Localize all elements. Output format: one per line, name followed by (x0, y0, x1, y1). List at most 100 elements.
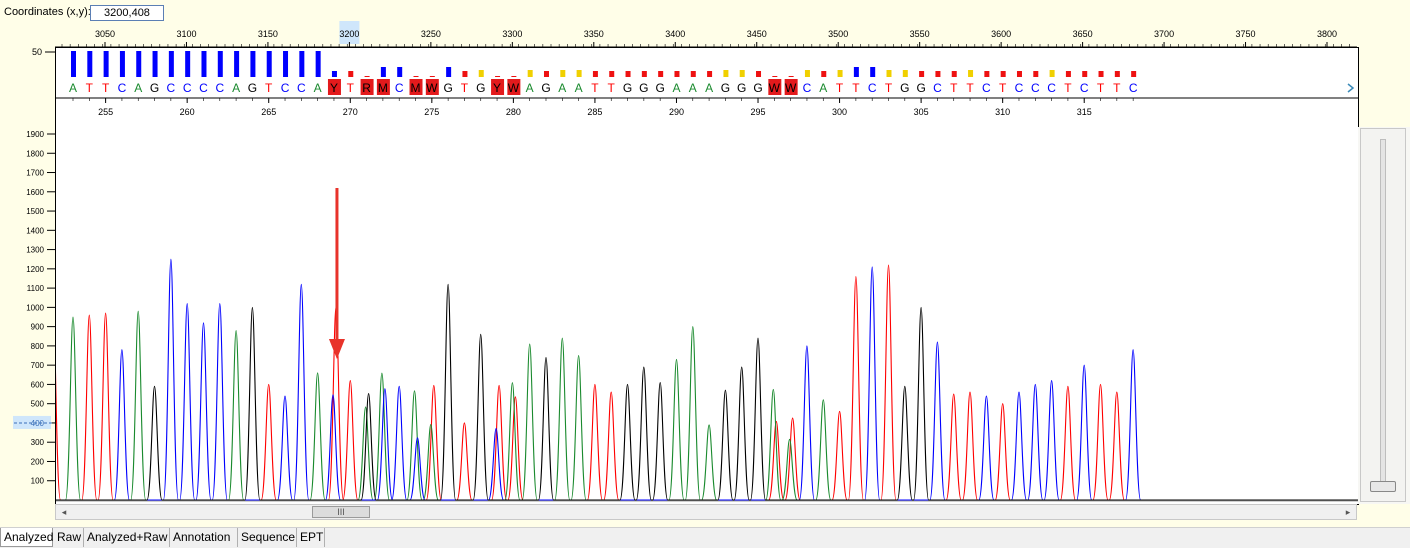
tab-annotation[interactable]: Annotation (170, 528, 238, 547)
base-number-label: 290 (669, 107, 684, 117)
trace-t (44, 264, 1358, 501)
slider-thumb[interactable] (1370, 481, 1396, 492)
y-cursor-label: 400 (31, 419, 45, 428)
quality-bar (495, 76, 501, 77)
tab-ept[interactable]: EPT (297, 528, 325, 547)
base-call: G (753, 81, 762, 95)
y-tick-label: 600 (31, 380, 45, 389)
trace-c (56, 258, 1358, 501)
base-call: C (1031, 81, 1040, 95)
base-number-label: 270 (343, 107, 358, 117)
sequence-end-marker-icon (1347, 83, 1355, 93)
base-number-label: 300 (832, 107, 847, 117)
vertical-zoom-slider[interactable] (1360, 128, 1406, 502)
quality-bar (886, 70, 892, 77)
quality-bar (234, 51, 240, 77)
base-call: W (426, 81, 438, 95)
base-call: T (852, 81, 860, 95)
quality-scale-label: 50 (32, 47, 42, 57)
base-call: T (347, 81, 355, 95)
quality-bar (299, 51, 305, 77)
scroll-right-icon[interactable]: ▸ (1345, 507, 1351, 517)
y-tick-label: 800 (31, 342, 45, 351)
quality-bar (837, 70, 843, 77)
scroll-left-icon[interactable]: ◂ (61, 507, 67, 517)
mixed-base-highlight (425, 79, 439, 95)
base-call: G (737, 81, 746, 95)
coordinates-bar: Coordinates (x,y): 3200,408 (0, 0, 1410, 24)
base-call: G (916, 81, 925, 95)
quality-bar (511, 76, 517, 77)
y-tick-label: 1000 (26, 303, 44, 312)
base-call: A (314, 81, 322, 95)
base-call: W (508, 81, 520, 95)
quality-bar (870, 67, 876, 77)
scan-tick-label: 3150 (258, 29, 278, 39)
quality-bar (788, 76, 794, 77)
quality-bar (168, 51, 174, 77)
base-call: G (443, 81, 452, 95)
quality-bar (543, 71, 549, 77)
scan-tick-label: 3550 (910, 29, 930, 39)
mixed-base-highlight (507, 79, 521, 95)
scan-tick-label: 3650 (1073, 29, 1093, 39)
quality-bar (185, 51, 191, 77)
y-tick-label: 1100 (27, 284, 45, 293)
base-call: C (183, 81, 192, 95)
base-call: G (623, 81, 632, 95)
base-call: R (362, 81, 371, 95)
quality-bar (739, 70, 745, 77)
tab-analyzed[interactable]: Analyzed (0, 528, 53, 547)
scan-tick-label: 3500 (828, 29, 848, 39)
quality-bar (331, 71, 337, 77)
quality-bar (674, 71, 680, 77)
base-call: C (1015, 81, 1024, 95)
y-tick-label: 1300 (26, 246, 44, 255)
base-call: T (591, 81, 599, 95)
tab-raw[interactable]: Raw (54, 528, 84, 547)
quality-bar (951, 71, 957, 77)
base-call: C (395, 81, 404, 95)
base-call: A (232, 81, 240, 95)
base-number-label: 260 (180, 107, 195, 117)
quality-bar (1098, 71, 1104, 77)
y-tick-label: 1500 (26, 207, 44, 216)
trace-panel[interactable] (44, 127, 1359, 505)
quality-bar (119, 51, 125, 77)
quality-bar (152, 51, 158, 77)
base-call: C (281, 81, 290, 95)
base-number-label: 280 (506, 107, 521, 117)
quality-bar (478, 70, 484, 77)
quality-bar (935, 71, 941, 77)
base-call: C (167, 81, 176, 95)
electropherogram-axes: 3050 3100 3150 3200 3250 3300 3350 3400 3450 3500… (13, 21, 1357, 486)
quality-bar (772, 76, 778, 77)
scan-tick-label: 3250 (421, 29, 441, 39)
base-call: A (689, 81, 697, 95)
tab-sequence[interactable]: Sequence (238, 528, 297, 547)
tab-analyzed-raw[interactable]: Analyzed+Raw (84, 528, 170, 547)
quality-bar (462, 71, 468, 77)
base-call: W (769, 81, 781, 95)
base-call: T (86, 81, 94, 95)
base-call: A (526, 81, 534, 95)
quality-bar (71, 51, 76, 77)
quality-bar (592, 71, 598, 77)
base-number-label: 305 (914, 107, 929, 117)
y-tick-label: 900 (31, 323, 45, 332)
quality-bar (136, 51, 142, 77)
quality-bar (87, 51, 93, 77)
scrollbar-thumb[interactable]: III (312, 506, 370, 518)
quality-bar (968, 70, 974, 77)
y-tick-label: 700 (31, 361, 45, 370)
quality-bar (919, 71, 925, 77)
horizontal-scrollbar[interactable]: ◂ III ▸ (55, 504, 1357, 520)
base-call: C (1047, 81, 1056, 95)
coordinates-field[interactable]: 3200,408 (90, 5, 164, 21)
base-call: G (150, 81, 159, 95)
base-number-label: 275 (424, 107, 439, 117)
quality-bar (315, 51, 321, 77)
base-call: A (558, 81, 566, 95)
scan-tick-label: 3400 (665, 29, 685, 39)
y-tick-label: 200 (31, 457, 45, 466)
